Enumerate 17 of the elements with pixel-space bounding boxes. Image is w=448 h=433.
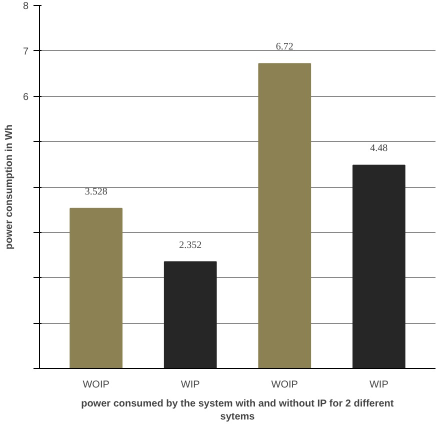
data-label: 3.528 [84, 186, 108, 198]
y-axis-title: power consumption in Wh [4, 124, 15, 250]
x-tick-label: WOIP [271, 380, 298, 390]
x-tick-label: WIP [369, 380, 389, 390]
x-tick-label: WIP [180, 380, 200, 390]
data-label: 2.352 [179, 240, 202, 251]
bar [164, 261, 217, 368]
bar [258, 63, 312, 368]
y-tick-label: 7 [22, 46, 29, 58]
x-tick-label: WOIP [82, 380, 110, 390]
data-label: 4.48 [370, 143, 388, 154]
data-label: 6.72 [276, 42, 294, 53]
x-axis-title: power consumed by the system with and without IP for 2 different sytems [81, 398, 394, 423]
bar [70, 208, 122, 368]
bar [352, 164, 406, 368]
y-tick-label: 8 [22, 1, 29, 12]
y-tick-label: 6 [22, 92, 29, 103]
